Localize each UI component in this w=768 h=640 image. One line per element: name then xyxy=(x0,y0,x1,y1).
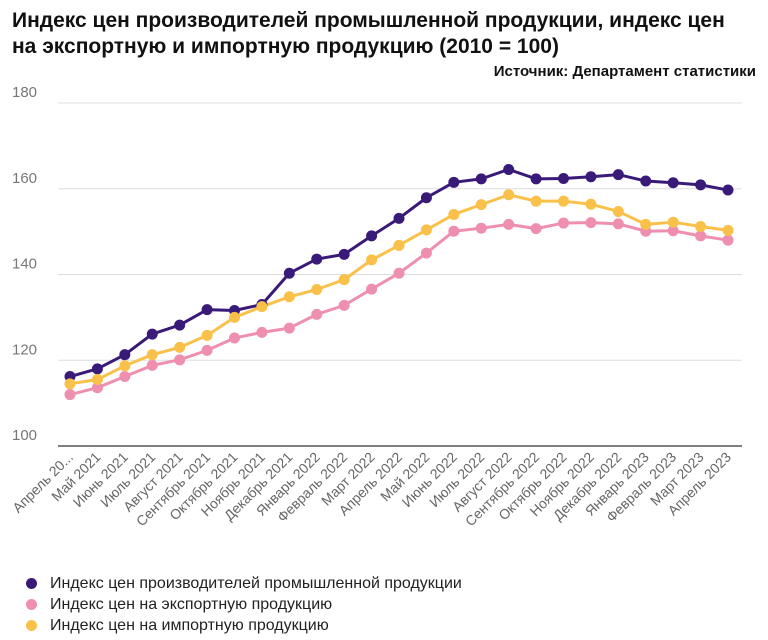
data-point-2-15[interactable] xyxy=(475,199,487,211)
data-point-0-16[interactable] xyxy=(503,163,515,175)
data-point-2-22[interactable] xyxy=(667,216,679,228)
y-tick-label: 100 xyxy=(12,427,37,444)
data-point-2-1[interactable] xyxy=(91,374,103,386)
data-point-0-4[interactable] xyxy=(174,319,186,331)
data-point-0-15[interactable] xyxy=(475,173,487,185)
data-point-0-19[interactable] xyxy=(585,171,597,183)
data-point-2-8[interactable] xyxy=(283,291,295,303)
data-point-1-2[interactable] xyxy=(119,371,131,383)
y-tick-label: 140 xyxy=(12,256,37,273)
data-point-1-14[interactable] xyxy=(448,225,460,237)
legend-item-import[interactable]: Индекс цен на импортную продукцию xyxy=(26,615,462,636)
data-point-0-12[interactable] xyxy=(393,212,405,224)
data-point-0-11[interactable] xyxy=(366,230,378,242)
data-point-0-2[interactable] xyxy=(119,349,131,361)
data-point-2-10[interactable] xyxy=(338,274,350,286)
data-point-0-14[interactable] xyxy=(448,176,460,188)
y-tick-label: 120 xyxy=(12,341,37,358)
data-point-2-16[interactable] xyxy=(503,189,515,201)
series-points xyxy=(64,163,734,401)
line-chart: 100 120 140 160 180 Апрель 20...Май 2021Июнь… xyxy=(9,84,742,530)
data-point-2-14[interactable] xyxy=(448,208,460,220)
data-point-0-9[interactable] xyxy=(311,253,323,265)
data-point-1-19[interactable] xyxy=(585,217,597,229)
data-point-1-17[interactable] xyxy=(530,223,542,235)
data-point-1-11[interactable] xyxy=(366,283,378,295)
chart-legend: Индекс цен производителей промышленной п… xyxy=(26,573,462,636)
data-point-2-19[interactable] xyxy=(585,198,597,210)
data-point-0-18[interactable] xyxy=(558,172,569,184)
legend-swatch-producer xyxy=(26,578,37,589)
data-point-0-24[interactable] xyxy=(722,184,734,196)
chart-source: Источник: Департамент статистики xyxy=(493,63,756,80)
legend-item-export[interactable]: Индекс цен на экспортную продукцию xyxy=(26,594,462,615)
data-point-1-24[interactable] xyxy=(722,234,734,246)
data-point-1-12[interactable] xyxy=(393,267,405,279)
data-point-2-13[interactable] xyxy=(420,224,432,236)
data-point-0-5[interactable] xyxy=(201,304,213,316)
legend-label-import: Индекс цен на импортную продукцию xyxy=(50,616,329,634)
data-point-1-13[interactable] xyxy=(420,247,432,259)
data-point-1-22[interactable] xyxy=(667,225,679,237)
data-point-2-24[interactable] xyxy=(722,224,734,236)
data-point-0-8[interactable] xyxy=(283,267,295,279)
data-point-2-20[interactable] xyxy=(612,205,624,217)
data-point-1-5[interactable] xyxy=(201,344,213,356)
data-point-2-2[interactable] xyxy=(119,360,131,372)
data-point-1-8[interactable] xyxy=(283,322,295,334)
data-point-2-7[interactable] xyxy=(256,301,268,313)
data-point-0-23[interactable] xyxy=(695,179,707,191)
data-point-0-1[interactable] xyxy=(91,363,103,375)
y-tick-label: 160 xyxy=(12,170,37,187)
data-point-2-6[interactable] xyxy=(229,311,240,323)
y-tick-label: 180 xyxy=(12,84,37,101)
data-point-1-4[interactable] xyxy=(174,354,186,366)
data-point-0-13[interactable] xyxy=(420,192,432,204)
data-point-2-21[interactable] xyxy=(640,218,652,230)
data-point-1-23[interactable] xyxy=(695,230,707,242)
data-point-2-23[interactable] xyxy=(695,220,707,232)
data-point-1-0[interactable] xyxy=(64,389,76,401)
data-point-1-18[interactable] xyxy=(558,217,569,229)
data-point-0-17[interactable] xyxy=(530,173,542,185)
data-point-0-22[interactable] xyxy=(667,177,679,189)
legend-swatch-import xyxy=(26,620,37,631)
data-point-1-1[interactable] xyxy=(91,382,103,394)
data-point-0-10[interactable] xyxy=(338,248,350,260)
data-point-1-15[interactable] xyxy=(475,222,487,234)
data-point-1-7[interactable] xyxy=(256,326,268,338)
data-point-2-12[interactable] xyxy=(393,239,405,251)
data-point-2-18[interactable] xyxy=(558,195,569,207)
data-point-1-6[interactable] xyxy=(229,332,240,344)
data-point-0-3[interactable] xyxy=(146,328,158,340)
chart-title: Индекс цен производителей промышленной п… xyxy=(12,9,725,58)
data-point-2-11[interactable] xyxy=(366,254,378,266)
data-point-2-3[interactable] xyxy=(146,349,158,361)
data-point-2-9[interactable] xyxy=(311,284,323,296)
data-point-0-20[interactable] xyxy=(612,169,624,181)
data-point-0-21[interactable] xyxy=(640,175,652,187)
legend-label-export: Индекс цен на экспортную продукцию xyxy=(50,595,333,613)
data-point-1-3[interactable] xyxy=(146,359,158,371)
data-point-1-10[interactable] xyxy=(338,299,350,311)
legend-label-producer: Индекс цен производителей промышленной п… xyxy=(50,574,462,592)
data-point-2-4[interactable] xyxy=(174,341,186,353)
legend-item-producer[interactable]: Индекс цен производителей промышленной п… xyxy=(26,573,462,594)
data-point-2-0[interactable] xyxy=(64,378,76,390)
series-lines xyxy=(69,167,729,397)
data-point-1-20[interactable] xyxy=(612,218,624,230)
y-axis-ticks: 100 120 140 160 180 xyxy=(12,84,37,444)
data-point-1-9[interactable] xyxy=(311,308,323,320)
legend-swatch-export xyxy=(26,599,37,610)
data-point-1-16[interactable] xyxy=(503,218,515,230)
data-point-2-17[interactable] xyxy=(530,195,542,207)
data-point-2-5[interactable] xyxy=(201,329,213,341)
